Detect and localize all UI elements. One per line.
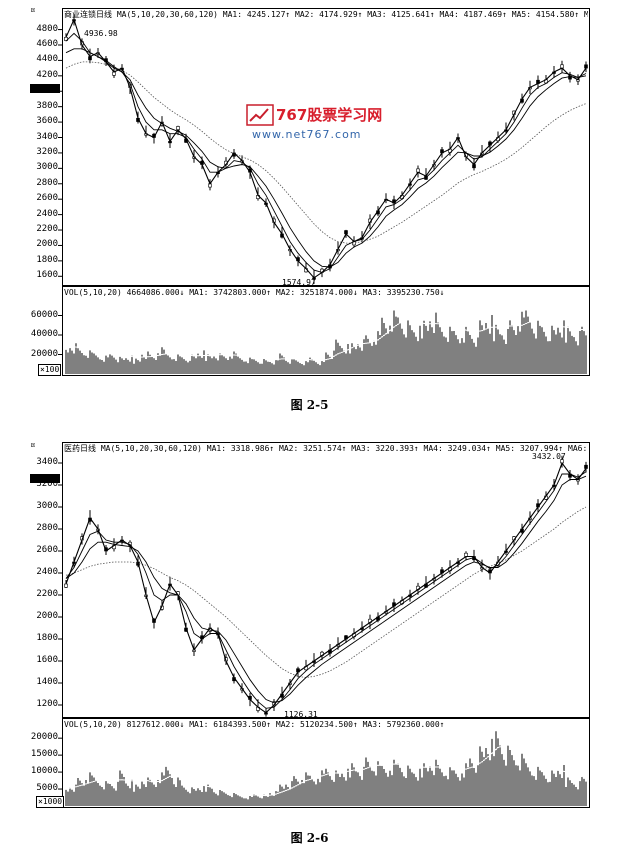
chart2-price-tick: 3400 [36, 457, 58, 467]
ma-fast-line [65, 32, 587, 273]
chart1-price-tick: 3000 [36, 162, 58, 173]
chart1-low-annotation: 1574.97 [282, 278, 316, 287]
chart2-price-tick: 1400 [36, 677, 58, 687]
watermark: 767股票学习网 www.net767.com [246, 104, 396, 144]
chart1-price-tick: 4600 [36, 38, 58, 49]
ma-fast-line [65, 471, 587, 709]
chart1-price-tick: 4000 [36, 85, 58, 96]
chart1-price-panel [62, 8, 590, 286]
price-line [65, 461, 587, 714]
price-candle [64, 583, 68, 588]
chart2-price-tick: 2600 [36, 545, 58, 555]
chart1-price-tick: 1600 [36, 270, 58, 281]
chart1-price-tick: 4400 [36, 54, 58, 65]
chart1-volume-tick: 20000 [30, 348, 58, 359]
chart1-vol-header: VOL(5,10,20) 4664086.000↓ MA1: 3742803.0… [64, 288, 445, 297]
chart2-low-annotation: 1126.31 [284, 710, 318, 719]
watermark-title: 767股票学习网 [276, 106, 383, 124]
chart2-price-tick: 1800 [36, 633, 58, 643]
chart1-volume-tick: 40000 [30, 329, 58, 339]
ma-slow-line [65, 61, 587, 244]
watermark-url: www.net767.com [252, 128, 362, 141]
chart1-unit-badge: ×100 [38, 364, 62, 376]
chart1-price-tick: 4800 [36, 23, 58, 34]
ma-mid-line [65, 475, 587, 704]
chart1-price-tick: 2200 [36, 224, 58, 235]
chart1-price-tick: 3800 [36, 100, 58, 111]
chart1-price-tick: 3200 [36, 146, 58, 157]
chart2-current-price-marker [30, 474, 60, 483]
chart1-price-tick: 2400 [36, 208, 58, 219]
chart2-volume-tick: 5000 [36, 783, 58, 794]
chart1-header: 商业连锁日线 MA(5,10,20,30,60,120) MA1: 4245.1… [64, 10, 588, 19]
chart2-price-panel [62, 442, 590, 718]
chart2-price-tick: 2800 [36, 523, 58, 533]
watermark-logo-icon [246, 104, 274, 126]
chart1-current-price-marker [30, 84, 60, 93]
chart2-high-annotation: 3432.07 [532, 452, 566, 461]
chart2-price-tick: 2400 [36, 567, 58, 577]
volume-ma-line [65, 318, 587, 362]
chart1-price-tick: 2800 [36, 177, 58, 188]
chart1-price-tick: 2000 [36, 239, 58, 250]
chart2-volume-tick: 15000 [30, 749, 58, 760]
chart1-high-annotation: 4936.98 [84, 29, 118, 38]
ma-slow-line [65, 506, 587, 678]
chart2-volume-tick: 10000 [30, 766, 58, 777]
chart1-price-tick: 3400 [36, 131, 58, 142]
chart1-caption: 图 2-5 [290, 398, 329, 412]
chart2-price-tick: 3000 [36, 501, 58, 511]
chart2-price-tick: 1200 [36, 699, 58, 709]
price-candle [584, 464, 588, 469]
chart1-price-tick: 2600 [36, 193, 58, 204]
chart2-price-tick: 3200 [36, 479, 58, 489]
chart2-price-tick: 2200 [36, 589, 58, 599]
chart2-caption: 图 2-6 [290, 831, 329, 845]
chart2-header: 医药日线 MA(5,10,20,30,60,120) MA1: 3318.986… [64, 444, 588, 453]
chart1-price-tick: 4200 [36, 69, 58, 80]
ma-mid-line [65, 48, 587, 268]
volume-ma-line [65, 744, 587, 797]
chart2-price-tick: 1600 [36, 655, 58, 665]
chart2-vol-header: VOL(5,10,20) 8127612.000↓ MA1: 6184393.5… [64, 720, 445, 729]
chart2-unit-badge: ×1000 [36, 796, 65, 808]
chart2-volume-tick: 20000 [30, 732, 58, 743]
price-line [65, 17, 587, 279]
chart1-price-tick: 1800 [36, 254, 58, 265]
chart1-volume-tick: 60000 [30, 309, 58, 320]
chart1-corner-icon[interactable]: ¤ [30, 6, 36, 16]
chart2-corner-icon[interactable]: ¤ [30, 441, 36, 451]
chart2-price-tick: 2000 [36, 611, 58, 621]
chart1-price-tick: 3600 [36, 116, 58, 127]
